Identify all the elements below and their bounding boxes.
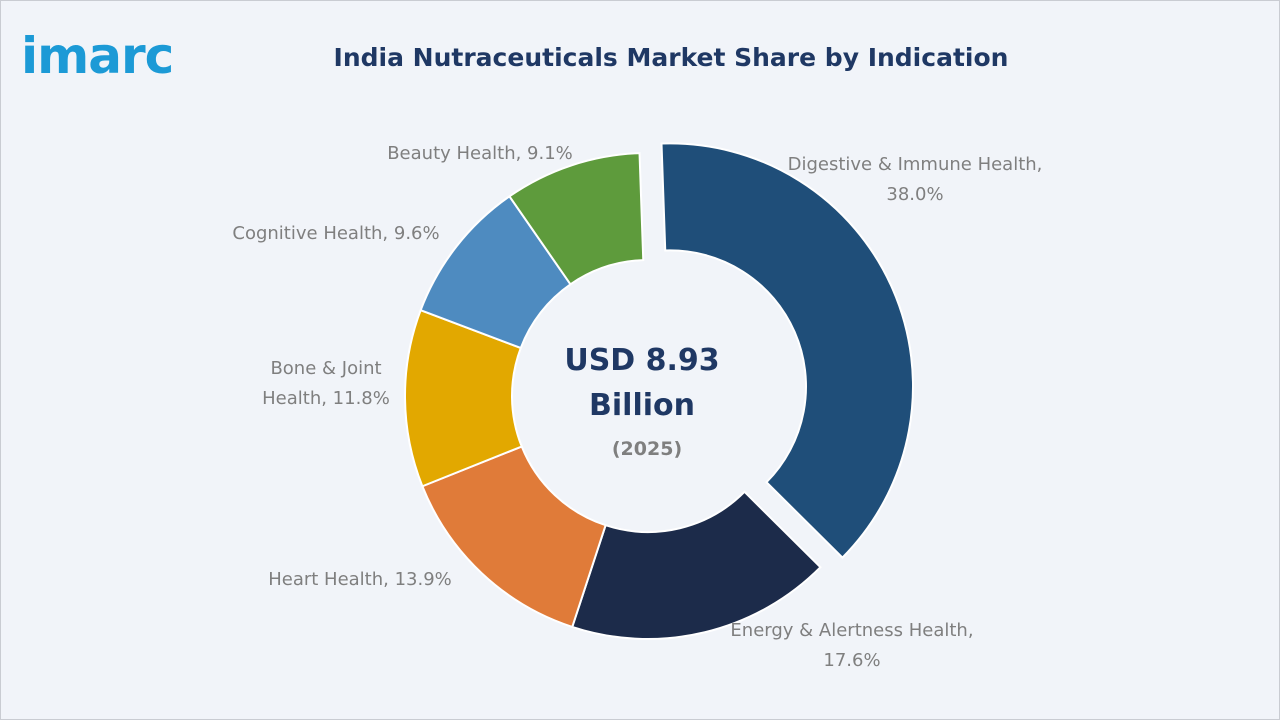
slice-energy-alertness-health (571, 490, 822, 640)
center-label: USD 8.93 Billion (2025) (564, 343, 719, 460)
slices-group (404, 142, 914, 640)
chart-title: India Nutraceuticals Market Share by Ind… (333, 43, 1009, 72)
center-year: (2025) (612, 438, 682, 460)
labels-group: Digestive & Immune Health, 38.0% Energy & … (232, 143, 1042, 671)
center-value-line1: USD 8.93 (564, 343, 719, 378)
slice-beauty-health (508, 152, 645, 286)
imarc-logo: imarc (21, 27, 174, 85)
label-heart-health: Heart Health, 13.9% (268, 569, 452, 590)
label-cognitive-health: Cognitive Health, 9.6% (232, 223, 439, 244)
label-digestive-immune-health: Digestive & Immune Health, 38.0% (788, 154, 1043, 205)
label-energy-alertness-health: Energy & Alertness Health, 17.6% (730, 620, 973, 671)
logo-text: imarc (21, 27, 173, 85)
slice-digestive-immune-health (660, 142, 914, 560)
label-bone-joint-health: Bone & Joint Health, 11.8% (262, 358, 390, 409)
label-beauty-health: Beauty Health, 9.1% (387, 143, 573, 164)
center-value-line2: Billion (589, 388, 695, 423)
